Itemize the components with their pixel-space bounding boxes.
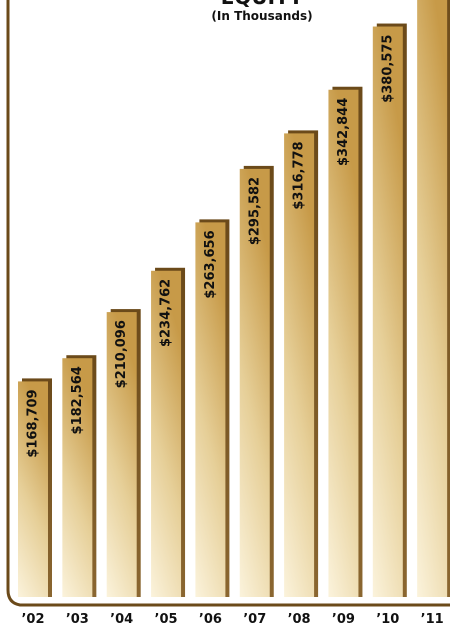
bar [62,358,93,597]
x-tick-label: ’07 [243,612,266,627]
x-tick-label: ’06 [199,612,222,627]
value-label: $234,762 [159,279,174,347]
x-tick-label: ’04 [110,612,133,627]
x-tick-label: ’02 [21,612,44,627]
bar [328,89,359,597]
value-label: $263,656 [203,230,218,298]
bar [106,312,137,597]
frame [6,0,450,607]
x-tick-label: ’11 [421,612,444,627]
plot: $168,709 $182,564 $210,096 $234,762 $263,656… [18,0,450,598]
bar [372,26,403,598]
x-tick-label: ’10 [376,612,399,627]
value-label: $295,582 [247,177,262,245]
value-label: $182,564 [70,366,85,434]
x-tick-label: ’09 [332,612,355,627]
bar [239,168,270,597]
bar [18,381,48,597]
x-tick-label: ’05 [155,612,178,627]
value-label: $316,778 [292,141,307,209]
value-label: $380,575 [380,35,395,103]
chart-title: EQUITY [221,0,304,9]
x-tick-label: ’08 [288,612,311,627]
bar [284,133,315,597]
value-label: $342,844 [336,98,351,166]
bar [151,270,182,597]
x-tick-label: ’03 [66,612,89,627]
bar [195,222,226,597]
value-label: $168,709 [26,389,41,457]
value-label: $210,096 [114,320,129,388]
bar [417,0,448,597]
chart-subtitle: (In Thousands) [211,9,312,23]
